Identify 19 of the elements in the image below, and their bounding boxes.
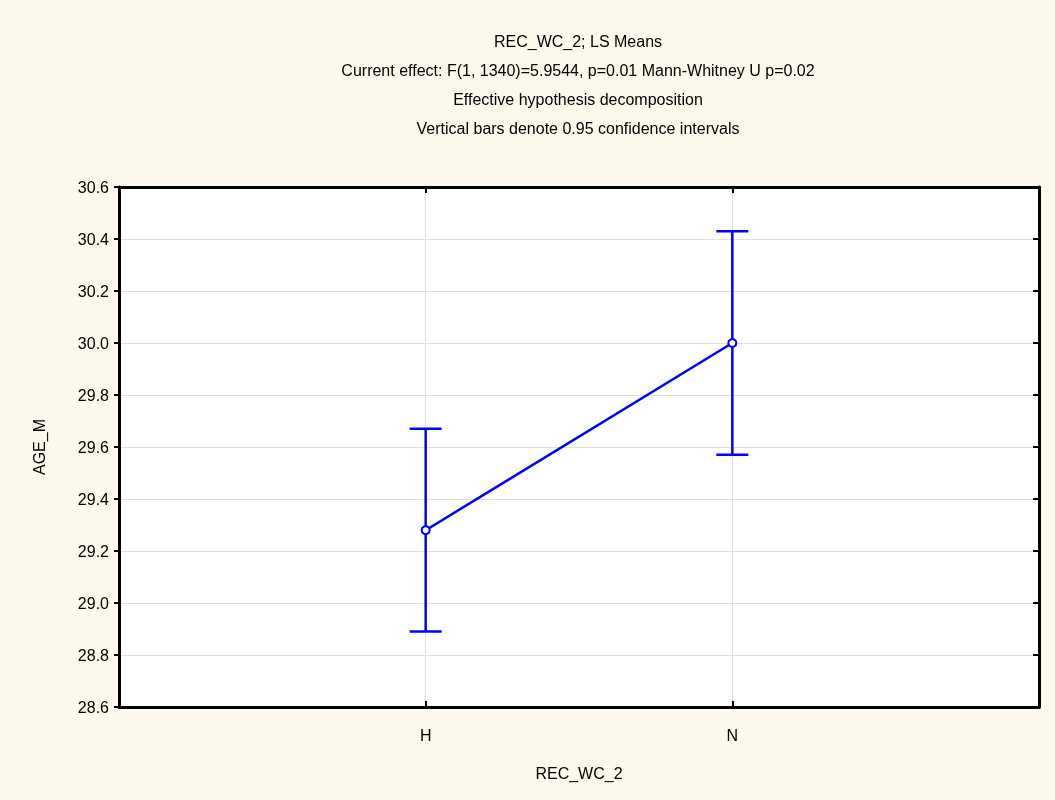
y-axis-title: AGE_M <box>30 418 49 476</box>
y-tick-label: 29.6 <box>77 438 110 456</box>
y-tick-label: 30.0 <box>77 334 110 352</box>
y-tick-label: 30.2 <box>77 282 110 300</box>
x-tick-label: N <box>726 726 739 744</box>
y-tick-label: 29.0 <box>77 594 110 612</box>
y-tick-label: 28.6 <box>77 698 110 716</box>
x-tick-label: H <box>419 726 432 744</box>
y-tick-label: 30.4 <box>77 230 110 248</box>
x-axis-title: REC_WC_2 <box>535 764 623 783</box>
y-tick-label: 29.2 <box>77 542 110 560</box>
text: Effective hypothesis decomposition <box>453 90 703 108</box>
y-tick-label: 30.6 <box>77 178 110 196</box>
chart-subtitle: Current effect: F(1, 1340)=5.9544, p=0.01 Mann-Whitney U p=0.02 <box>341 61 815 79</box>
chart-title: REC_WC_2; LS Means <box>493 32 663 51</box>
y-tick-label: 29.8 <box>77 386 110 404</box>
text: Vertical bars denote 0.95 confidence intervals <box>416 119 740 137</box>
y-tick-label: 29.4 <box>77 490 110 508</box>
y-tick-label: 28.8 <box>77 646 110 664</box>
